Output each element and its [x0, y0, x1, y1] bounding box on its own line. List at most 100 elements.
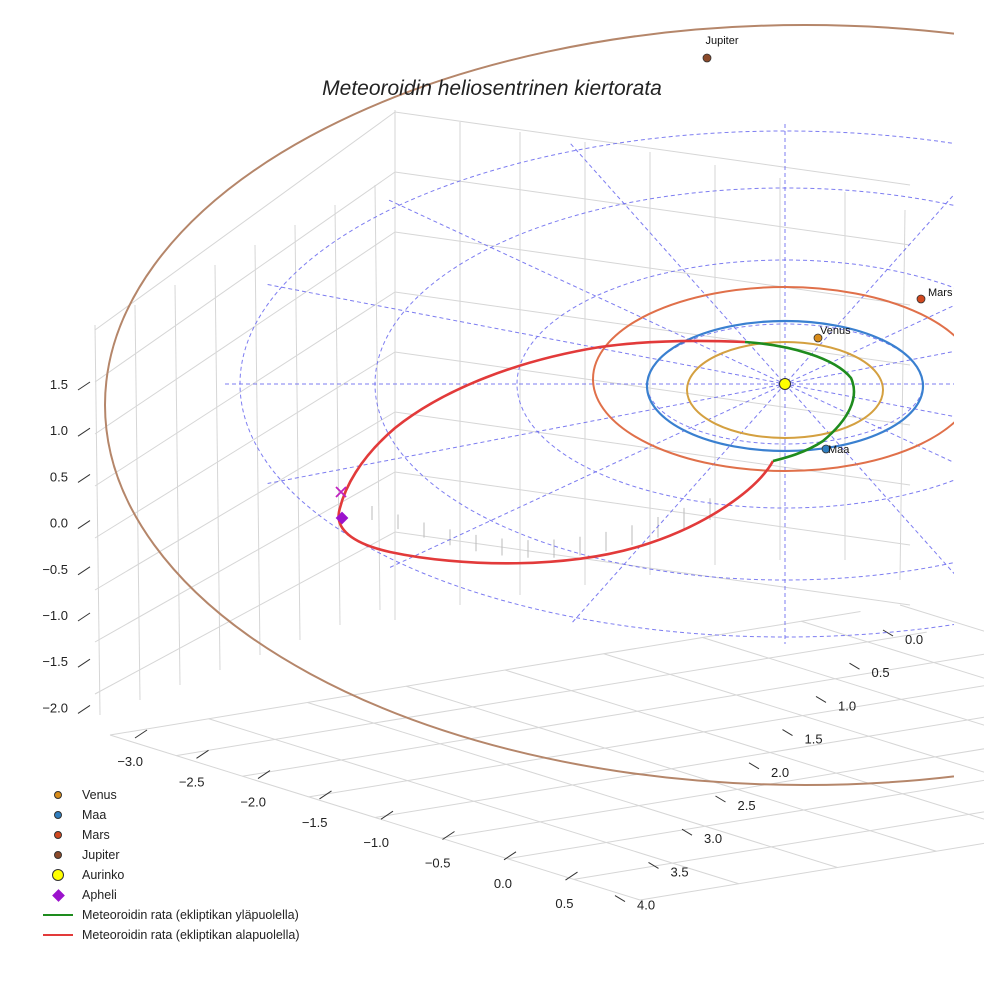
y-tick-mark — [648, 861, 659, 869]
planet-label-maa: Maa — [828, 444, 850, 456]
y-tick-label: 3.5 — [671, 864, 689, 879]
y-tick-label: 1.5 — [805, 732, 823, 747]
wall-grid-h — [94, 351, 911, 539]
legend-label: Maa — [82, 808, 107, 822]
floor-grid — [441, 748, 984, 839]
x-tick-label: −2.0 — [240, 795, 266, 810]
z-tick-label: 0.0 — [50, 516, 68, 531]
floor-grid — [801, 620, 984, 679]
z-tick-mark — [77, 427, 91, 437]
floor-grid — [603, 653, 984, 773]
trajectory-below-ecliptic — [337, 339, 775, 565]
legend-marker — [38, 925, 78, 945]
planet-label-jupiter: Jupiter — [705, 35, 738, 47]
wall-grid-v — [334, 204, 341, 626]
floor-grid — [702, 637, 984, 726]
ref-spoke — [570, 193, 954, 625]
z-tick-label: −1.5 — [42, 654, 68, 669]
floor-grid — [176, 631, 927, 757]
y-tick-mark — [782, 729, 793, 737]
planet-orbits — [104, 24, 954, 786]
floor-grid — [507, 779, 984, 860]
planet-label-venus: Venus — [820, 325, 851, 337]
x-tick-label: −3.0 — [117, 754, 143, 769]
chart-title: Meteoroidin heliosentrinen kiertorata — [322, 77, 662, 100]
legend-item: Apheli — [38, 885, 299, 905]
x-tick-label: −2.5 — [179, 774, 205, 789]
y-tick-mark — [681, 828, 693, 836]
legend-item: Meteoroidin rata (ekliptikan yläpuolella… — [38, 905, 299, 925]
wall-grid-v — [294, 224, 301, 641]
z-tick-mark — [77, 658, 91, 668]
x-tick-mark — [134, 729, 148, 739]
wall-grid-h — [94, 471, 911, 643]
z-tick-label: 1.0 — [50, 423, 68, 438]
x-tick-mark — [196, 749, 209, 759]
z-tick-label: 1.5 — [50, 377, 68, 392]
orbit-maa — [645, 319, 925, 453]
wall-grid-v — [94, 324, 101, 716]
floor-grid — [573, 811, 984, 880]
legend-marker — [38, 905, 78, 925]
x-tick-label: −0.5 — [425, 856, 451, 871]
point-markers: Venus Maa Mars Jupiter — [335, 35, 953, 525]
floor-grid — [639, 842, 984, 901]
floor-grid — [242, 653, 984, 777]
x-tick-label: −1.0 — [363, 835, 389, 850]
wall-grid-h — [94, 411, 911, 591]
y-tick-label: 3.0 — [704, 831, 722, 846]
floor-grid — [109, 611, 861, 736]
orbit-mars — [592, 286, 954, 472]
x-tick-label: 0.5 — [555, 896, 573, 911]
wall-grid-h — [94, 111, 911, 331]
legend-item: Aurinko — [38, 865, 299, 885]
x-tick-label: −1.5 — [302, 815, 328, 830]
y-tick-label: 1.0 — [838, 698, 856, 713]
legend-marker — [38, 805, 78, 825]
legend-label: Meteoroidin rata (ekliptikan yläpuolella… — [82, 908, 299, 922]
wall-grid-v — [374, 184, 381, 611]
legend-item: Jupiter — [38, 845, 299, 865]
orbit-jupiter — [104, 24, 954, 786]
wall-grid-v — [254, 244, 261, 656]
z-tick-mark — [77, 704, 91, 714]
legend-label: Venus — [82, 788, 117, 802]
y-tick-mark — [715, 795, 726, 803]
wall-grid-v — [174, 284, 181, 686]
z-tick-label: −1.0 — [42, 608, 68, 623]
wall-grid-h — [94, 231, 911, 435]
legend-item: Mars — [38, 825, 299, 845]
legend-label: Aurinko — [82, 868, 125, 882]
y-tick-mark — [748, 762, 760, 770]
wall-grid-v — [134, 304, 141, 701]
wall-grid-h — [94, 171, 911, 383]
legend-marker — [38, 785, 78, 805]
z-tick-mark — [77, 381, 91, 391]
y-tick-mark — [882, 629, 894, 637]
z-tick-label: −0.5 — [42, 562, 68, 577]
z-tick-mark — [77, 612, 91, 622]
x-tick-mark — [380, 810, 394, 820]
axis-pane-grid — [94, 110, 984, 901]
legend-label: Mars — [82, 828, 110, 842]
aphelion-proj-marker — [335, 486, 347, 498]
ref-spoke — [570, 143, 954, 575]
sun-marker — [779, 378, 791, 390]
y-tick-mark — [849, 662, 860, 670]
legend: Venus Maa Mars Jupiter Aurinko Apheli Meteoroi… — [38, 785, 299, 945]
wall-grid-v — [214, 264, 221, 671]
planet-marker-mars — [916, 294, 926, 304]
wall-grid-v — [899, 209, 906, 581]
z-tick-mark — [77, 566, 91, 576]
planet-marker-venus — [813, 333, 823, 343]
x-tick-label: 0.0 — [494, 876, 512, 891]
z-tick-label: 0.5 — [50, 469, 68, 484]
y-tick-mark — [614, 895, 626, 903]
floor-grid — [374, 716, 984, 818]
legend-marker — [38, 825, 78, 845]
planet-marker-maa — [821, 444, 831, 454]
planet-label-mars: Mars — [928, 287, 953, 299]
legend-item: Venus — [38, 785, 299, 805]
axis-ticks: 1.5 1.0 0.5 0.0 −0.5 −1.0 −1.5 −2.0 −3.0 −2.5 −2.0… — [42, 377, 923, 913]
trajectory-above-ecliptic — [744, 340, 856, 463]
